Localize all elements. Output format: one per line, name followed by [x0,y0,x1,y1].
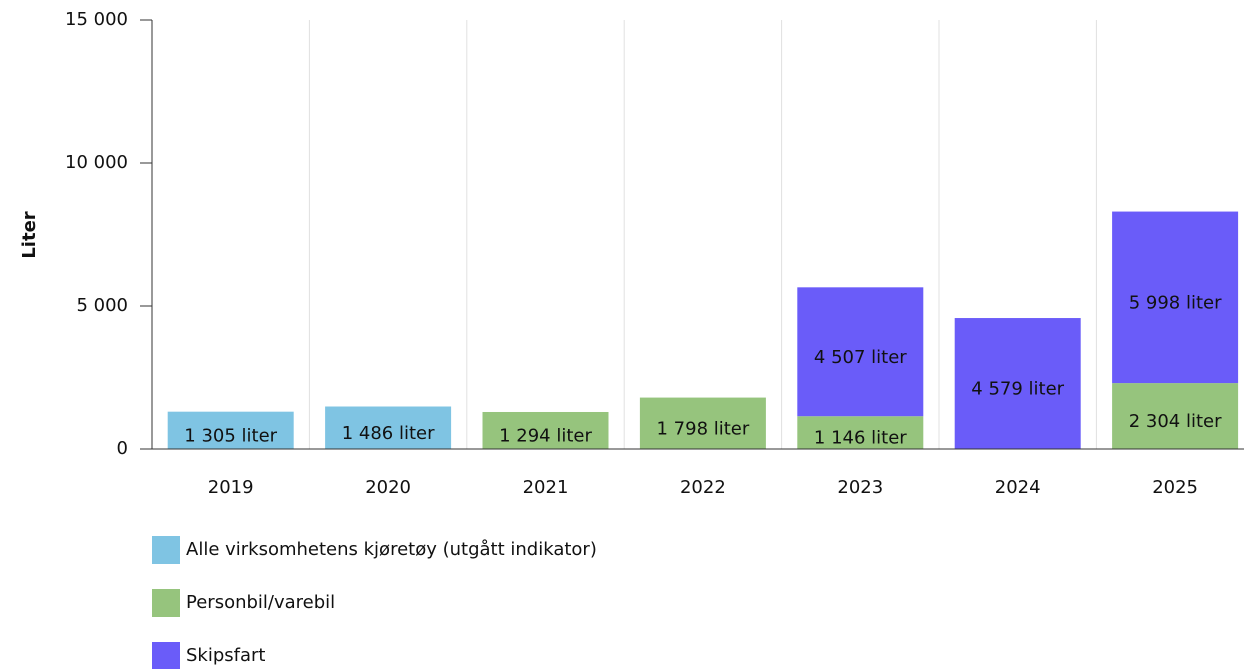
y-tick-label: 0 [117,438,128,459]
data-label: 1 305 liter [184,425,277,446]
x-tick-label: 2021 [523,477,569,498]
bar [1112,211,1239,384]
bar [639,397,766,449]
bar [1112,383,1239,449]
x-tick-label: 2022 [680,477,726,498]
data-label: 2 304 liter [1129,411,1222,432]
bar [167,411,294,449]
data-label: 1 146 liter [814,428,907,449]
bar [797,416,924,449]
y-tick-label: 15 000 [65,9,128,30]
legend-swatch [152,536,180,564]
y-tick-label: 10 000 [65,152,128,173]
y-axis-label: Liter [19,211,40,258]
data-label: 4 507 liter [814,347,907,368]
legend-label: Alle virksomhetens kjøretøy (utgått indi… [186,539,597,560]
y-tick-label: 5 000 [76,295,128,316]
x-tick-label: 2024 [995,477,1041,498]
data-label: 5 998 liter [1129,292,1222,313]
bar [954,318,1081,449]
legend-swatch [152,589,180,617]
legend-label: Personbil/varebil [186,592,335,613]
x-tick-label: 2020 [365,477,411,498]
data-label: 1 798 liter [657,418,750,439]
bar [325,406,452,449]
legend-label: Skipsfart [186,645,265,666]
data-label: 1 486 liter [342,423,435,444]
data-label: 4 579 liter [971,379,1064,400]
bar [797,287,924,417]
data-label: 1 294 liter [499,425,592,446]
legend-swatch [152,642,180,669]
bar [482,411,609,449]
x-tick-label: 2019 [208,477,254,498]
x-tick-label: 2023 [837,477,883,498]
x-tick-label: 2025 [1152,477,1198,498]
